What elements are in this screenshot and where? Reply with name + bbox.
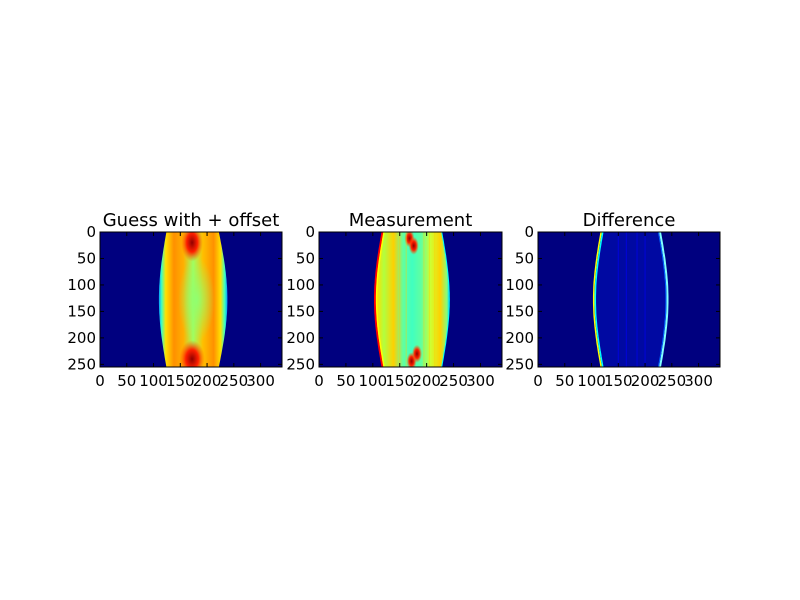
x-tick-label: 150 (166, 372, 195, 390)
x-tick-label: 50 (336, 372, 355, 390)
left-edge-cyan (594, 232, 604, 367)
chart-title: Guess with + offset (103, 210, 280, 231)
axes-frame (537, 231, 721, 368)
right-edge-bright (659, 232, 669, 367)
x-tick-label: 100 (359, 372, 388, 390)
x-tick-label: 50 (555, 372, 574, 390)
x-tick-label: 0 (314, 372, 324, 390)
heatmap-image (538, 232, 720, 367)
y-tick-label: 200 (286, 329, 315, 347)
x-tick-label: 300 (466, 372, 495, 390)
heatmap-image (100, 232, 282, 367)
x-tick-label: 50 (117, 372, 136, 390)
x-tick-label: 0 (95, 372, 105, 390)
axes-frame (318, 231, 503, 368)
hotspot-top (181, 232, 203, 262)
y-tick-label: 50 (515, 249, 534, 267)
y-tick-label: 150 (67, 302, 96, 320)
y-tick-label: 150 (286, 302, 315, 320)
y-tick-label: 250 (67, 355, 96, 373)
lens-faint (595, 232, 666, 367)
hotspot-bottom (179, 340, 205, 367)
chart-title: Difference (583, 210, 676, 231)
x-tick-label: 300 (246, 372, 275, 390)
y-tick-label: 0 (86, 223, 96, 241)
left-edge-inner (375, 232, 385, 367)
heatmap-image (319, 232, 502, 367)
x-tick-label: 100 (139, 372, 168, 390)
y-tick-label: 0 (524, 223, 534, 241)
x-tick-label: 250 (220, 372, 249, 390)
y-tick-label: 250 (286, 355, 315, 373)
hotspot-1 (408, 236, 419, 255)
x-tick-label: 150 (604, 372, 633, 390)
y-tick-label: 100 (286, 276, 315, 294)
x-tick-label: 150 (385, 372, 414, 390)
x-tick-label: 300 (684, 372, 713, 390)
chart-title: Measurement (349, 210, 473, 231)
right-edge-inner (657, 232, 667, 367)
y-tick-label: 100 (67, 276, 96, 294)
y-tick-label: 50 (77, 249, 96, 267)
y-tick-label: 250 (505, 355, 534, 373)
x-tick-label: 250 (658, 372, 687, 390)
y-tick-label: 200 (67, 329, 96, 347)
x-tick-label: 0 (533, 372, 543, 390)
x-tick-label: 250 (439, 372, 468, 390)
y-tick-label: 0 (305, 223, 315, 241)
y-tick-label: 200 (505, 329, 534, 347)
x-tick-label: 100 (577, 372, 606, 390)
y-tick-label: 100 (505, 276, 534, 294)
right-edge (441, 232, 450, 367)
center-glow (178, 256, 215, 343)
x-tick-label: 200 (631, 372, 660, 390)
hotspot-3 (411, 344, 422, 363)
axes-frame (99, 231, 283, 368)
left-edge (374, 232, 384, 367)
y-tick-label: 50 (296, 249, 315, 267)
lens-region (375, 232, 450, 367)
left-edge-bright (592, 232, 602, 367)
y-tick-label: 150 (505, 302, 534, 320)
x-tick-label: 200 (193, 372, 222, 390)
x-tick-label: 200 (412, 372, 441, 390)
